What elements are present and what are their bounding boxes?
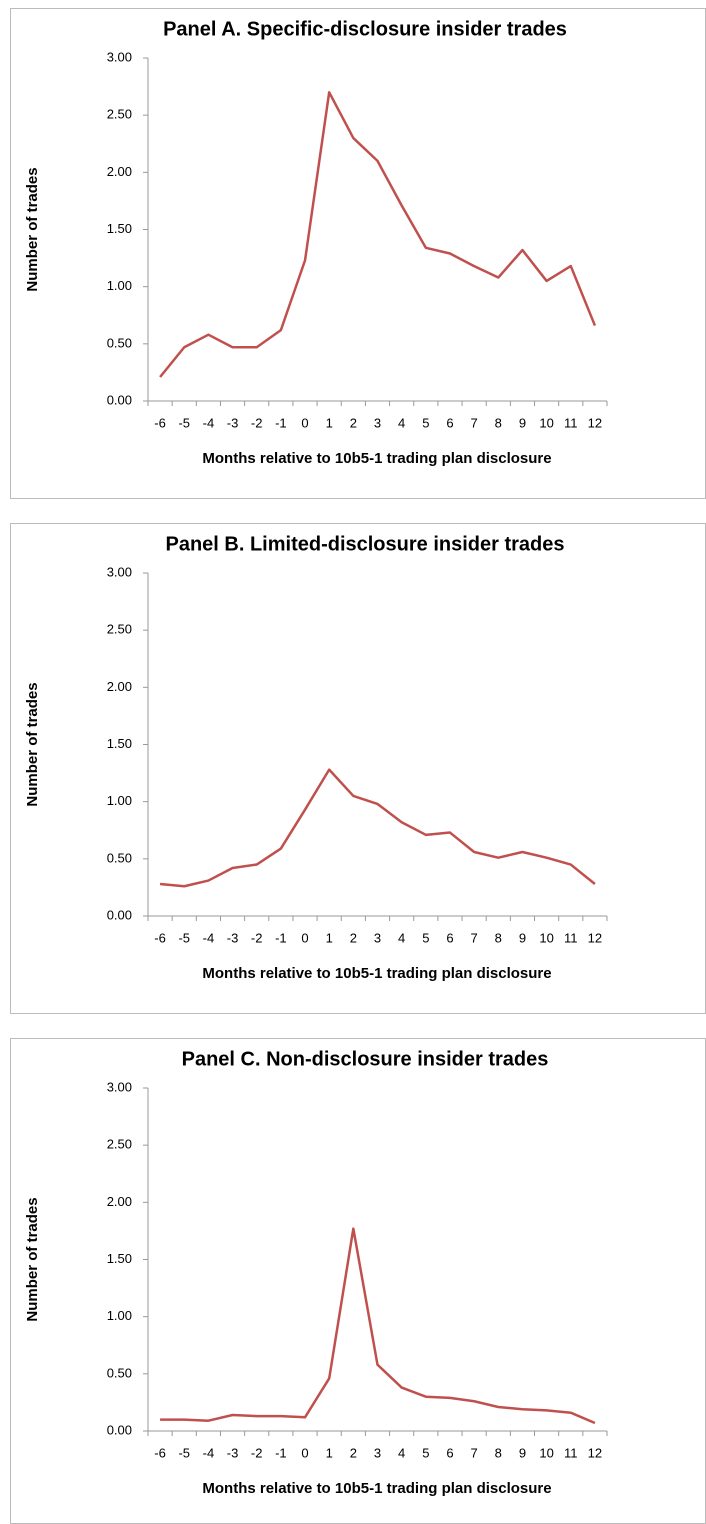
x-tick-label: 11 — [564, 930, 578, 945]
y-tick-label: 1.50 — [107, 221, 132, 236]
x-tick-label: 3 — [374, 415, 381, 430]
x-tick-label: 0 — [301, 930, 308, 945]
chart-title: Panel B. Limited-disclosure insider trad… — [165, 533, 564, 555]
x-tick-label: 7 — [471, 930, 478, 945]
x-tick-label: 10 — [539, 1445, 553, 1460]
x-tick-label: -5 — [178, 1445, 190, 1460]
y-tick-label: 0.50 — [107, 335, 132, 350]
x-tick-label: 3 — [374, 1445, 381, 1460]
y-tick-label: 3.00 — [107, 564, 132, 579]
y-tick-label: 0.50 — [107, 850, 132, 865]
x-tick-label: 2 — [350, 930, 357, 945]
x-tick-label: 9 — [519, 930, 526, 945]
x-tick-label: -6 — [154, 1445, 166, 1460]
x-tick-label: -3 — [227, 1445, 239, 1460]
y-tick-label: 1.00 — [107, 1308, 132, 1323]
y-tick-label: 2.00 — [107, 1194, 132, 1209]
x-tick-label: 1 — [326, 1445, 333, 1460]
x-tick-label: 5 — [422, 1445, 429, 1460]
chart-title: Panel A. Specific-disclosure insider tra… — [163, 18, 567, 40]
x-axis-label: Months relative to 10b5-1 trading plan d… — [202, 450, 551, 467]
y-tick-label: 1.50 — [107, 1251, 132, 1266]
x-tick-label: 6 — [446, 1445, 453, 1460]
x-tick-label: 11 — [564, 1445, 578, 1460]
x-tick-label: 9 — [519, 415, 526, 430]
y-tick-label: 2.50 — [107, 1137, 132, 1152]
x-tick-label: 0 — [301, 415, 308, 430]
y-tick-label: 2.50 — [107, 622, 132, 637]
x-tick-label: 9 — [519, 1445, 526, 1460]
x-tick-label: 5 — [422, 930, 429, 945]
x-tick-label: 12 — [588, 1445, 602, 1460]
x-tick-label: -5 — [178, 930, 190, 945]
x-tick-label: -2 — [251, 415, 263, 430]
y-tick-label: 1.00 — [107, 793, 132, 808]
y-tick-label: 1.00 — [107, 278, 132, 293]
x-tick-label: -6 — [154, 415, 166, 430]
x-tick-label: 2 — [350, 415, 357, 430]
x-tick-label: -5 — [178, 415, 190, 430]
x-tick-label: 8 — [495, 415, 502, 430]
y-tick-label: 1.50 — [107, 736, 132, 751]
y-tick-label: 2.00 — [107, 164, 132, 179]
y-tick-label: 3.00 — [107, 49, 132, 64]
y-tick-label: 0.00 — [107, 907, 132, 922]
x-tick-label: -4 — [203, 930, 215, 945]
chart-title: Panel C. Non-disclosure insider trades — [182, 1048, 549, 1070]
x-tick-label: 2 — [350, 1445, 357, 1460]
y-tick-label: 0.00 — [107, 1422, 132, 1437]
y-axis-label: Number of trades — [24, 1197, 41, 1321]
data-line — [159, 91, 597, 378]
x-tick-label: 4 — [398, 415, 405, 430]
x-tick-label: 10 — [539, 415, 553, 430]
y-tick-label: 2.00 — [107, 679, 132, 694]
x-tick-label: 4 — [398, 1445, 405, 1460]
x-tick-label: 7 — [471, 415, 478, 430]
x-tick-label: 6 — [446, 415, 453, 430]
x-tick-label: -1 — [275, 1445, 287, 1460]
x-tick-label: 12 — [588, 930, 602, 945]
x-tick-label: 5 — [422, 415, 429, 430]
y-tick-label: 3.00 — [107, 1079, 132, 1094]
x-tick-label: -3 — [227, 415, 239, 430]
x-tick-label: 4 — [398, 930, 405, 945]
x-tick-label: 8 — [495, 930, 502, 945]
x-tick-label: 6 — [446, 930, 453, 945]
y-axis-label: Number of trades — [24, 167, 41, 291]
x-tick-label: 7 — [471, 1445, 478, 1460]
x-tick-label: -6 — [154, 930, 166, 945]
x-tick-label: -2 — [251, 930, 263, 945]
x-tick-label: -1 — [275, 930, 287, 945]
x-tick-label: 0 — [301, 1445, 308, 1460]
x-axis-label: Months relative to 10b5-1 trading plan d… — [202, 1480, 551, 1497]
x-tick-label: 11 — [564, 415, 578, 430]
x-axis-label: Months relative to 10b5-1 trading plan d… — [202, 965, 551, 982]
y-tick-label: 0.50 — [107, 1365, 132, 1380]
x-tick-label: -4 — [203, 415, 215, 430]
x-tick-label: 3 — [374, 930, 381, 945]
data-line — [160, 1227, 596, 1425]
y-axis-label: Number of trades — [24, 682, 41, 806]
x-tick-label: 1 — [326, 415, 333, 430]
x-tick-label: -4 — [203, 1445, 215, 1460]
x-tick-label: 12 — [588, 415, 602, 430]
x-tick-label: -1 — [275, 415, 287, 430]
data-line — [159, 768, 596, 888]
x-tick-label: -3 — [227, 930, 239, 945]
x-tick-label: 10 — [539, 930, 553, 945]
x-tick-label: 1 — [326, 930, 333, 945]
y-tick-label: 0.00 — [107, 392, 132, 407]
x-tick-label: 8 — [495, 1445, 502, 1460]
y-tick-label: 2.50 — [107, 107, 132, 122]
x-tick-label: -2 — [251, 1445, 263, 1460]
